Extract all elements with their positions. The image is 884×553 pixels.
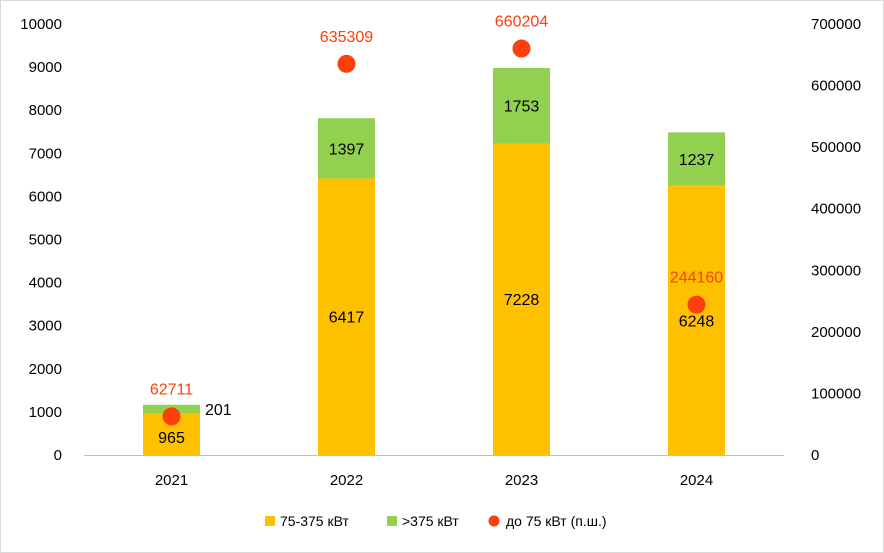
y-left-tick-label: 9000 xyxy=(29,59,62,76)
marker-under-75kw xyxy=(337,54,356,73)
data-label-under-75kw: 62711 xyxy=(150,381,193,398)
bar-over-375kw xyxy=(668,132,725,186)
data-label-over-375kw: 1753 xyxy=(504,99,540,116)
legend-label-under-75kw: до 75 кВт (п.ш.) xyxy=(506,513,607,529)
bars: 965 201 6417 1397 7228 1753 6248 1237 xyxy=(143,67,725,456)
data-label-under-75kw: 660204 xyxy=(495,14,548,31)
bar-over-375kw xyxy=(318,118,375,179)
bar-75-375kw xyxy=(493,143,550,455)
y-right-tick-label: 500000 xyxy=(811,139,861,156)
data-label-75-375kw: 6248 xyxy=(679,313,715,330)
marker-under-75kw xyxy=(512,39,531,58)
x-tick-label: 2023 xyxy=(505,472,538,489)
legend-swatch-large-inverters xyxy=(387,516,397,526)
data-label-75-375kw: 7228 xyxy=(504,292,540,309)
data-label-75-375kw: 6417 xyxy=(329,310,365,327)
y-left-tick-label: 5000 xyxy=(29,232,62,249)
data-label-under-75kw: 635309 xyxy=(320,29,373,46)
data-label-under-75kw: 244160 xyxy=(670,270,723,287)
marker-under-75kw xyxy=(687,295,706,314)
y-right-tick-label: 600000 xyxy=(811,78,861,95)
bar-75-375kw xyxy=(318,178,375,455)
x-tick-label: 2022 xyxy=(330,472,363,489)
x-axis-labels: 2021 2022 2023 2024 xyxy=(155,472,713,489)
data-label-over-375kw: 1397 xyxy=(329,141,365,158)
legend-swatch-small-inverters xyxy=(265,516,275,526)
y-left-tick-label: 1000 xyxy=(29,404,62,421)
y-right-tick-label: 700000 xyxy=(811,16,861,33)
markers: 62711 635309 660204 244160 xyxy=(150,14,723,426)
y-right-tick-label: 200000 xyxy=(811,324,861,341)
data-label-75-375kw: 965 xyxy=(158,430,185,447)
y-left-tick-label: 7000 xyxy=(29,145,62,162)
legend-label-large-inverters: >375 кВт xyxy=(402,513,459,529)
x-tick-label: 2024 xyxy=(680,472,713,489)
y-left-tick-label: 8000 xyxy=(29,102,62,119)
marker-under-75kw xyxy=(162,407,181,426)
y-right-tick-label: 400000 xyxy=(811,201,861,218)
x-tick-label: 2021 xyxy=(155,472,188,489)
bar-over-375kw xyxy=(493,67,550,144)
y-right-tick-label: 0 xyxy=(811,447,819,464)
y-left-tick-label: 3000 xyxy=(29,318,62,335)
y-left-tick-label: 4000 xyxy=(29,275,62,292)
y-right-tick-label: 300000 xyxy=(811,262,861,279)
y-axis-left: 0 1000 2000 3000 4000 5000 6000 7000 8000 9000 100… xyxy=(20,16,62,464)
legend: 75-375 кВт >375 кВт до 75 кВт (п.ш.) xyxy=(265,513,607,529)
y-left-tick-label: 2000 xyxy=(29,361,62,378)
data-label-over-375kw: 201 xyxy=(205,402,232,419)
bar-75-375kw xyxy=(668,185,725,456)
y-left-tick-label: 6000 xyxy=(29,188,62,205)
y-left-tick-label: 10000 xyxy=(20,16,62,33)
data-label-over-375kw: 1237 xyxy=(679,152,715,169)
legend-marker-under-75kw xyxy=(488,515,500,527)
legend-label-small-inverters: 75-375 кВт xyxy=(280,513,349,529)
y-axis-right: 0 100000 200000 300000 400000 500000 600000 700… xyxy=(811,16,861,464)
y-right-tick-label: 100000 xyxy=(811,385,861,402)
y-left-tick-label: 0 xyxy=(54,447,62,464)
